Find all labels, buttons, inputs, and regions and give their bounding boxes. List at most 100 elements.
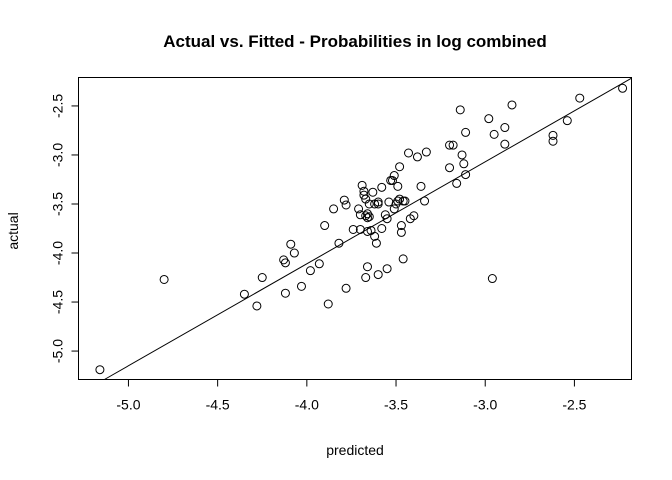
data-point <box>296 281 306 291</box>
y-tick-label: -5.0 <box>50 339 66 363</box>
data-point <box>396 227 406 237</box>
data-point <box>500 123 510 133</box>
data-point <box>387 175 397 185</box>
data-point <box>409 211 419 221</box>
data-point <box>286 239 296 249</box>
data-point <box>377 224 387 233</box>
x-tick-label: -4.0 <box>295 397 319 413</box>
data-point <box>487 274 497 284</box>
x-tick-label: -2.5 <box>562 397 586 413</box>
data-point <box>361 273 371 283</box>
fit-line <box>104 77 632 380</box>
data-point <box>339 195 349 205</box>
data-point <box>354 204 364 214</box>
data-point <box>421 147 431 157</box>
data-point <box>459 159 469 169</box>
data-point <box>382 264 392 274</box>
data-point <box>548 130 558 140</box>
data-point <box>575 93 585 103</box>
data-point <box>393 196 403 206</box>
data-point <box>452 178 462 188</box>
data-point <box>252 301 262 311</box>
data-point <box>416 181 426 191</box>
data-point <box>362 226 372 236</box>
y-tick-label: -4.5 <box>50 290 66 314</box>
data-point <box>380 210 390 220</box>
y-tick-label: -3.5 <box>50 192 66 216</box>
data-point <box>364 212 374 222</box>
data-point <box>404 148 414 158</box>
data-point <box>280 288 290 298</box>
data-point <box>362 262 372 272</box>
y-tick-label: -3.0 <box>50 143 66 167</box>
data-point <box>279 255 289 265</box>
data-point <box>389 204 399 214</box>
plot-frame <box>78 77 632 380</box>
x-tick-label: -3.5 <box>384 397 408 413</box>
y-axis: -5.0 -4.5 -4.0 -3.5 -3.0 -2.5 <box>50 94 79 363</box>
data-point <box>562 116 572 126</box>
data-point <box>362 213 372 223</box>
data-point <box>314 259 324 269</box>
data-point <box>371 238 381 248</box>
data-point <box>239 289 249 299</box>
points-layer <box>95 83 628 375</box>
data-point <box>334 238 344 248</box>
data-point <box>457 150 467 160</box>
data-point <box>257 273 267 283</box>
data-point <box>323 299 333 309</box>
data-point <box>348 224 358 234</box>
data-point <box>341 283 351 293</box>
data-point <box>461 127 471 137</box>
data-point <box>389 171 399 181</box>
data-point <box>329 204 339 214</box>
data-point <box>455 105 465 115</box>
data-point <box>159 274 169 284</box>
data-point <box>362 209 372 219</box>
data-point <box>368 187 378 197</box>
data-point <box>373 270 383 280</box>
data-point <box>357 180 367 190</box>
data-point <box>364 199 374 209</box>
data-point <box>448 140 458 150</box>
data-point <box>280 258 290 268</box>
y-tick-label: -4.0 <box>50 241 66 265</box>
data-point <box>393 181 403 191</box>
y-axis-label: actual <box>5 212 21 249</box>
data-point <box>289 248 299 258</box>
data-point <box>373 199 383 209</box>
data-point <box>377 182 387 192</box>
data-point <box>618 83 628 93</box>
x-tick-label: -4.5 <box>206 397 230 413</box>
y-tick-label: -2.5 <box>50 94 66 118</box>
chart-title: Actual vs. Fitted - Probabilities in log… <box>163 32 547 51</box>
data-point <box>461 170 471 180</box>
data-point <box>398 254 408 264</box>
data-point <box>420 196 430 206</box>
data-point <box>400 196 410 206</box>
x-axis: -5.0 -4.5 -4.0 -3.5 -3.0 -2.5 <box>116 379 587 413</box>
data-point <box>507 100 517 110</box>
data-point <box>359 190 369 200</box>
data-point <box>412 152 422 162</box>
data-point <box>341 200 351 210</box>
data-point <box>320 221 330 231</box>
x-tick-label: -3.0 <box>473 397 497 413</box>
data-point <box>396 221 406 231</box>
data-point <box>489 129 499 139</box>
data-point <box>445 163 455 173</box>
data-point <box>548 136 558 146</box>
data-point <box>370 231 380 241</box>
fit-line-layer <box>104 77 632 380</box>
data-point <box>305 266 315 276</box>
data-point <box>382 214 392 224</box>
x-axis-label: predicted <box>326 442 384 458</box>
data-point <box>484 114 494 124</box>
data-point <box>361 211 371 221</box>
data-point <box>445 140 455 150</box>
x-tick-label: -5.0 <box>116 397 140 413</box>
data-point <box>500 139 510 149</box>
data-point <box>95 365 105 375</box>
data-point <box>395 162 405 172</box>
